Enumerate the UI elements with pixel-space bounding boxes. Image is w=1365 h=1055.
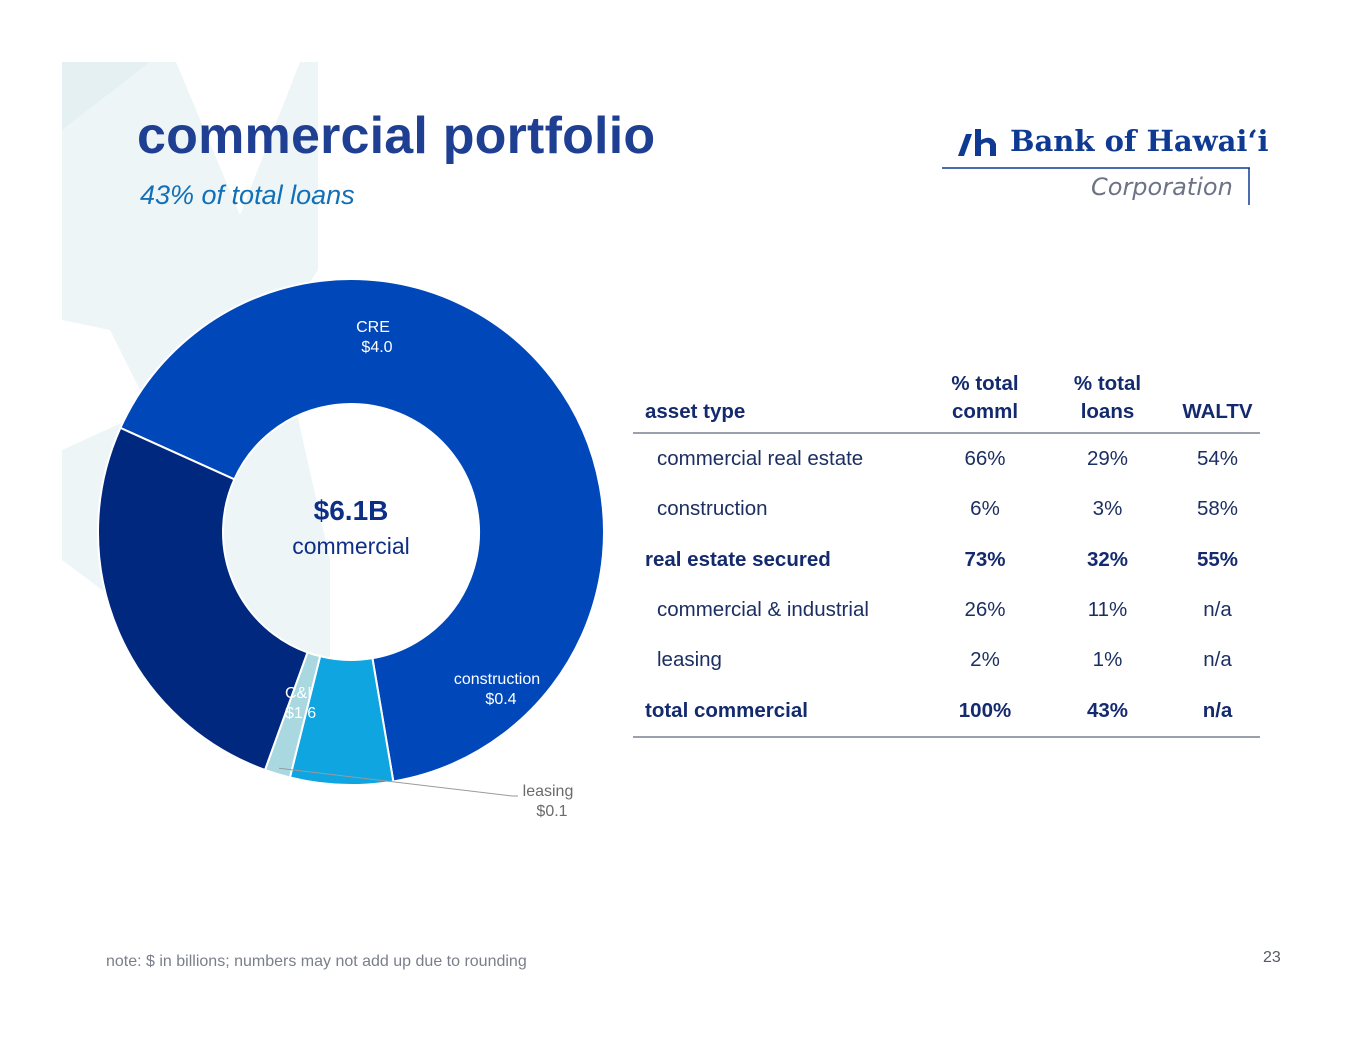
page-number: 23 xyxy=(1263,949,1281,966)
slice-label-value: $4.0 xyxy=(361,339,392,356)
row-name: real estate secured xyxy=(645,547,831,571)
table-header-row: asset type % total comml % total loans W… xyxy=(633,370,1260,434)
row-waltv: n/a xyxy=(1203,648,1232,672)
header-pct-loans: % total loans xyxy=(1040,370,1175,434)
header-pct-loans-line2: loans xyxy=(1080,400,1135,423)
row-name: leasing xyxy=(657,648,722,672)
row-name: commercial & industrial xyxy=(657,598,869,622)
leasing-leader-line xyxy=(279,767,518,797)
row-pct-loans: 29% xyxy=(1086,447,1129,471)
logo-corporation: Corporation xyxy=(1091,173,1233,201)
row-pct-loans: 32% xyxy=(1086,547,1129,571)
logo-bank-name: Bank of Hawaiʻi xyxy=(1010,124,1269,158)
header-pct-comml-line1: % total xyxy=(951,372,1019,395)
footnote: note: $ in billions; numbers may not add… xyxy=(106,953,527,970)
row-pct-loans: 1% xyxy=(1092,648,1123,672)
slice-label-name: C&I xyxy=(285,685,312,702)
slice-label-value: $1.6 xyxy=(285,705,316,722)
donut-center-label: commercial xyxy=(292,533,410,559)
row-waltv: 58% xyxy=(1196,497,1239,521)
row-pct-loans: 3% xyxy=(1092,497,1123,521)
table-row-total: total commercial 100% 43% n/a xyxy=(633,685,1260,738)
row-pct-comml: 6% xyxy=(970,497,1000,521)
donut-center-value: $6.1B xyxy=(313,495,389,526)
donut-slice-cre xyxy=(119,278,605,783)
slide-subtitle: 43% of total loans xyxy=(140,180,355,210)
header-waltv: WALTV xyxy=(1175,370,1260,434)
table-row: construction 6% 3% 58% xyxy=(633,484,1260,534)
slice-label-value: $0.1 xyxy=(536,803,567,820)
table-row: commercial & industrial 26% 11% n/a xyxy=(633,585,1260,635)
table-row: commercial real estate 66% 29% 54% xyxy=(633,433,1260,484)
row-pct-comml: 2% xyxy=(970,648,1000,672)
donut-slice-ci xyxy=(97,426,309,772)
header-pct-comml: % total comml xyxy=(930,370,1040,434)
row-waltv: n/a xyxy=(1175,685,1260,738)
bank-logo-icon xyxy=(958,129,996,156)
header-asset-type: asset type xyxy=(633,370,930,434)
bank-logo xyxy=(942,129,1250,205)
row-waltv: 55% xyxy=(1196,547,1239,571)
table-row: leasing 2% 1% n/a xyxy=(633,635,1260,685)
row-pct-comml: 66% xyxy=(964,447,1006,471)
row-name: commercial real estate xyxy=(657,447,864,471)
row-pct-loans: 11% xyxy=(1087,598,1128,622)
slide-title: commercial portfolio xyxy=(137,107,656,165)
row-pct-comml: 73% xyxy=(964,547,1006,571)
row-pct-comml: 100% xyxy=(930,685,1040,738)
row-pct-comml: 26% xyxy=(964,598,1006,622)
slice-label-value: $0.4 xyxy=(485,691,516,708)
row-waltv: 54% xyxy=(1196,447,1239,471)
header-pct-loans-line1: % total xyxy=(1073,372,1142,395)
slice-label-name: CRE xyxy=(356,319,390,336)
row-name: total commercial xyxy=(633,685,930,738)
slice-label-name: leasing xyxy=(523,783,574,800)
slice-label-name: construction xyxy=(454,671,540,688)
row-waltv: n/a xyxy=(1203,598,1232,622)
table-row-subtotal: real estate secured 73% 32% 55% xyxy=(633,535,1260,585)
header-pct-comml-line2: comml xyxy=(951,400,1019,423)
asset-type-table: asset type % total comml % total loans W… xyxy=(633,370,1260,738)
row-pct-loans: 43% xyxy=(1040,685,1175,738)
row-name: construction xyxy=(657,497,768,521)
